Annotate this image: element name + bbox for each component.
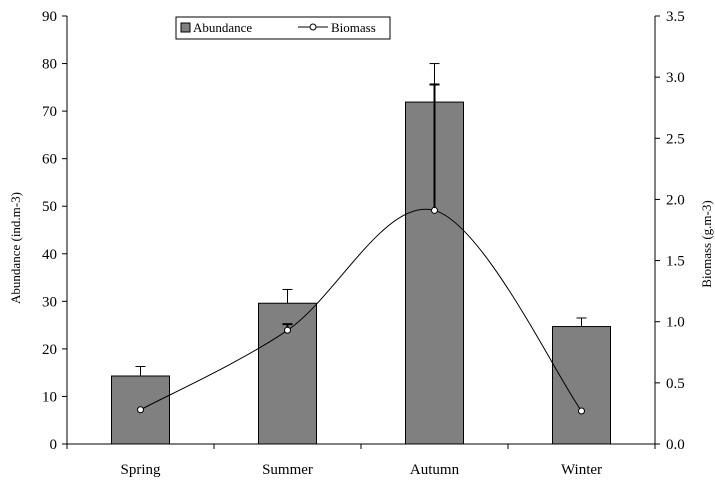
y-left-tick-label: 70	[42, 104, 57, 120]
x-axis-ticks: Spring Summer Autumn Winter	[66, 444, 656, 478]
y-axis-left-ticks: 0 10 20 30 40 50 60 70 80 90	[42, 9, 67, 453]
y-right-tick-label: 2.0	[666, 192, 685, 208]
abundance-error-bars	[135, 63, 587, 376]
y-right-tick-label: 3.0	[666, 70, 685, 86]
y-left-tick-label: 60	[42, 152, 57, 168]
y-left-tick-label: 40	[42, 247, 57, 263]
x-tick-label: Summer	[262, 462, 313, 478]
y-right-tick-label: 0.0	[666, 437, 685, 453]
y-right-tick-label: 3.5	[666, 9, 685, 25]
y-axis-left-label: Abundance (ind.m-3)	[8, 192, 23, 304]
abundance-bar	[552, 326, 611, 445]
y-left-tick-label: 80	[42, 57, 57, 73]
x-tick-label: Spring	[120, 462, 161, 478]
y-axis-right-ticks: 0.0 0.5 1.0 1.5 2.0 2.5 3.0 3.5	[655, 9, 685, 453]
y-right-tick-label: 1.5	[666, 254, 685, 270]
abundance-bar	[405, 101, 464, 445]
y-right-tick-label: 0.5	[666, 376, 685, 392]
y-axis-right-label: Biomass (g.m-3)	[699, 200, 714, 287]
legend-abundance-swatch	[180, 22, 191, 33]
legend-biomass-label: Biomass	[331, 20, 376, 35]
x-tick-label: Winter	[561, 462, 602, 478]
y-left-tick-label: 90	[42, 9, 57, 25]
abundance-bars	[111, 101, 611, 445]
biomass-point	[578, 407, 585, 415]
biomass-point	[137, 406, 144, 414]
biomass-point	[431, 206, 438, 214]
y-right-tick-label: 1.0	[666, 315, 685, 331]
biomass-point	[284, 326, 291, 334]
legend-abundance-label: Abundance	[193, 20, 252, 35]
y-left-tick-label: 20	[42, 342, 57, 358]
y-right-tick-label: 2.5	[666, 131, 685, 147]
legend-biomass-marker	[309, 23, 317, 31]
biomass-line	[140, 208, 582, 412]
legend: Abundance Biomass	[175, 16, 391, 40]
plot-area: 0 10 20 30 40 50 60 70 80 90 0.0 0.5 1.0 1.5 2.0 2.5 3.…	[42, 9, 685, 478]
y-left-tick-label: 30	[42, 294, 57, 310]
legend-box	[175, 16, 391, 40]
y-left-tick-label: 50	[42, 199, 57, 215]
y-left-tick-label: 10	[42, 389, 57, 405]
y-left-tick-label: 0	[50, 437, 58, 453]
biomass-points	[137, 206, 585, 415]
x-tick-label: Autumn	[410, 462, 460, 478]
